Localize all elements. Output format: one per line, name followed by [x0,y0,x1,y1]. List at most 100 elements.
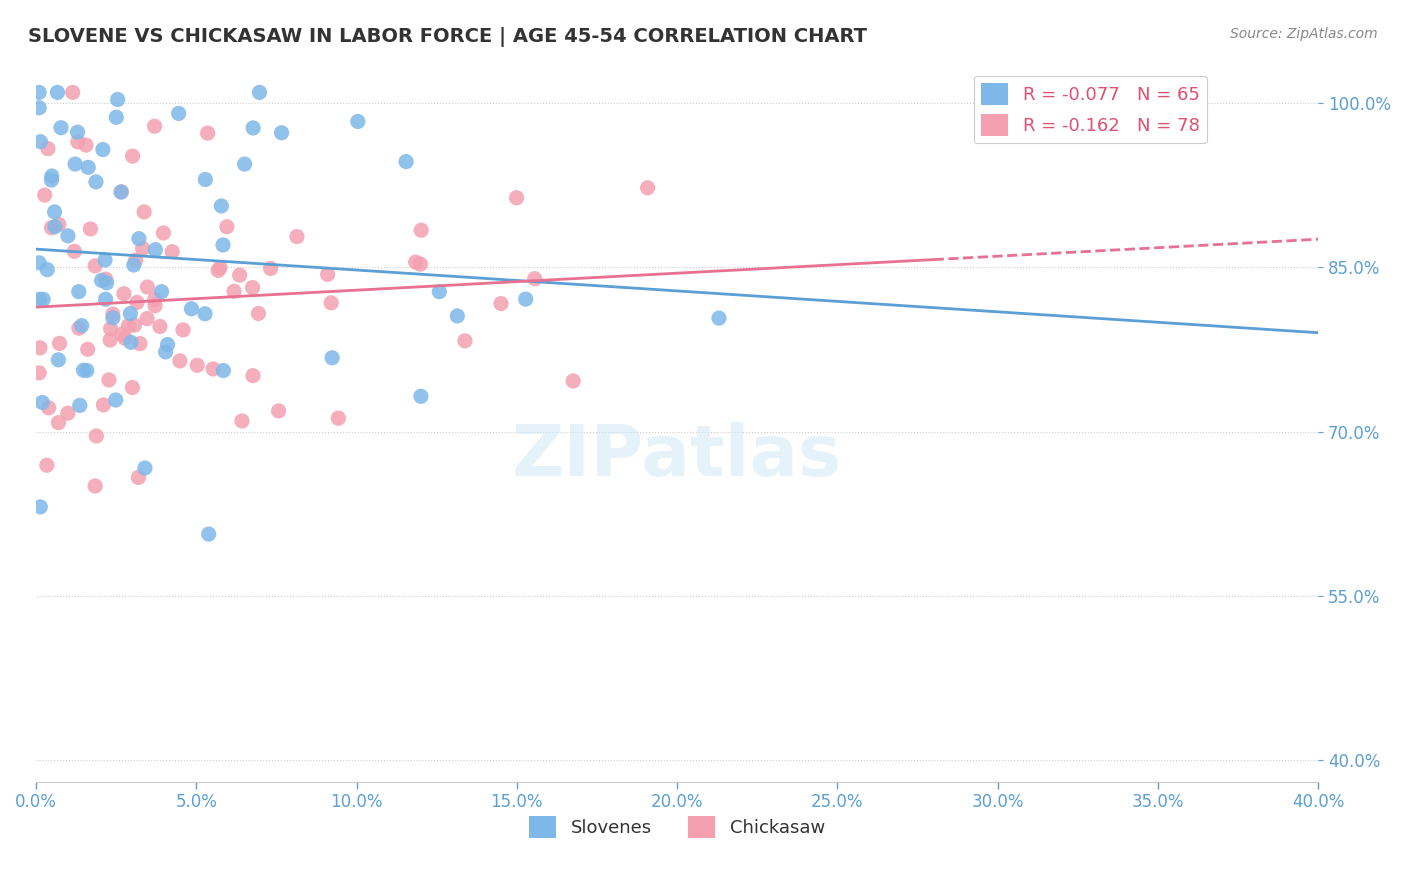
Point [267,404,290,418]
Point [37,142,59,156]
Point [79,222,101,236]
Point [37,262,59,277]
Point [86,429,108,443]
Point [515,292,537,306]
Point [28,366,51,380]
Text: ZIPatlas: ZIPatlas [512,422,842,491]
Point [120,335,142,350]
Point [56,228,79,243]
Point [202,362,225,376]
Point [48,352,70,367]
Point [122,258,145,272]
Point [136,280,159,294]
Point [41,220,63,235]
Point [132,205,155,219]
Point [194,307,217,321]
Point [28,293,51,307]
Point [77,161,100,175]
Point [48,416,70,430]
Point [69,398,91,412]
Point [169,354,191,368]
Point [145,243,167,257]
Point [75,138,97,153]
Point [66,125,89,139]
Point [94,272,117,286]
Point [101,310,124,325]
Text: SLOVENE VS CHICKASAW IN LABOR FORCE | AGE 45-54 CORRELATION CHART: SLOVENE VS CHICKASAW IN LABOR FORCE | AG… [28,27,868,46]
Point [34,188,56,202]
Point [100,321,122,335]
Point [172,323,194,337]
Point [143,119,166,133]
Point [409,389,432,403]
Point [637,181,659,195]
Point [143,293,166,307]
Point [94,292,117,306]
Point [411,223,433,237]
Point [152,226,174,240]
Point [347,114,370,128]
Point [395,154,418,169]
Point [321,295,343,310]
Point [197,527,219,541]
Point [129,336,152,351]
Point [112,286,135,301]
Point [489,296,512,310]
Point [160,244,183,259]
Point [44,219,66,234]
Point [209,260,232,275]
Point [96,276,118,290]
Point [249,86,271,100]
Point [41,169,63,183]
Point [405,255,427,269]
Point [207,263,229,277]
Point [30,500,52,514]
Point [48,336,70,351]
Point [76,363,98,377]
Point [117,318,139,333]
Point [427,285,450,299]
Point [63,244,86,259]
Point [167,106,190,120]
Point [90,273,112,287]
Point [523,271,546,285]
Point [127,470,149,484]
Point [212,363,235,377]
Point [125,295,148,310]
Point [76,343,98,357]
Point [56,406,79,420]
Point [114,331,136,345]
Point [454,334,477,348]
Point [143,299,166,313]
Point [31,395,53,409]
Point [28,101,51,115]
Point [150,285,173,299]
Point [149,319,172,334]
Point [134,461,156,475]
Point [209,199,232,213]
Point [121,149,143,163]
Point [446,309,468,323]
Point [28,256,51,270]
Point [49,120,72,135]
Point [97,373,120,387]
Point [121,380,143,394]
Point [409,257,432,271]
Point [63,157,86,171]
Point [285,229,308,244]
Point [197,126,219,140]
Point [316,268,339,282]
Point [156,337,179,351]
Point [91,143,114,157]
Point [215,219,238,234]
Point [28,341,51,355]
Point [111,327,134,342]
Point [72,363,94,377]
Point [186,358,208,372]
Point [242,120,264,135]
Point [562,374,585,388]
Point [62,86,84,100]
Point [38,401,60,415]
Point [84,479,107,493]
Point [67,321,90,335]
